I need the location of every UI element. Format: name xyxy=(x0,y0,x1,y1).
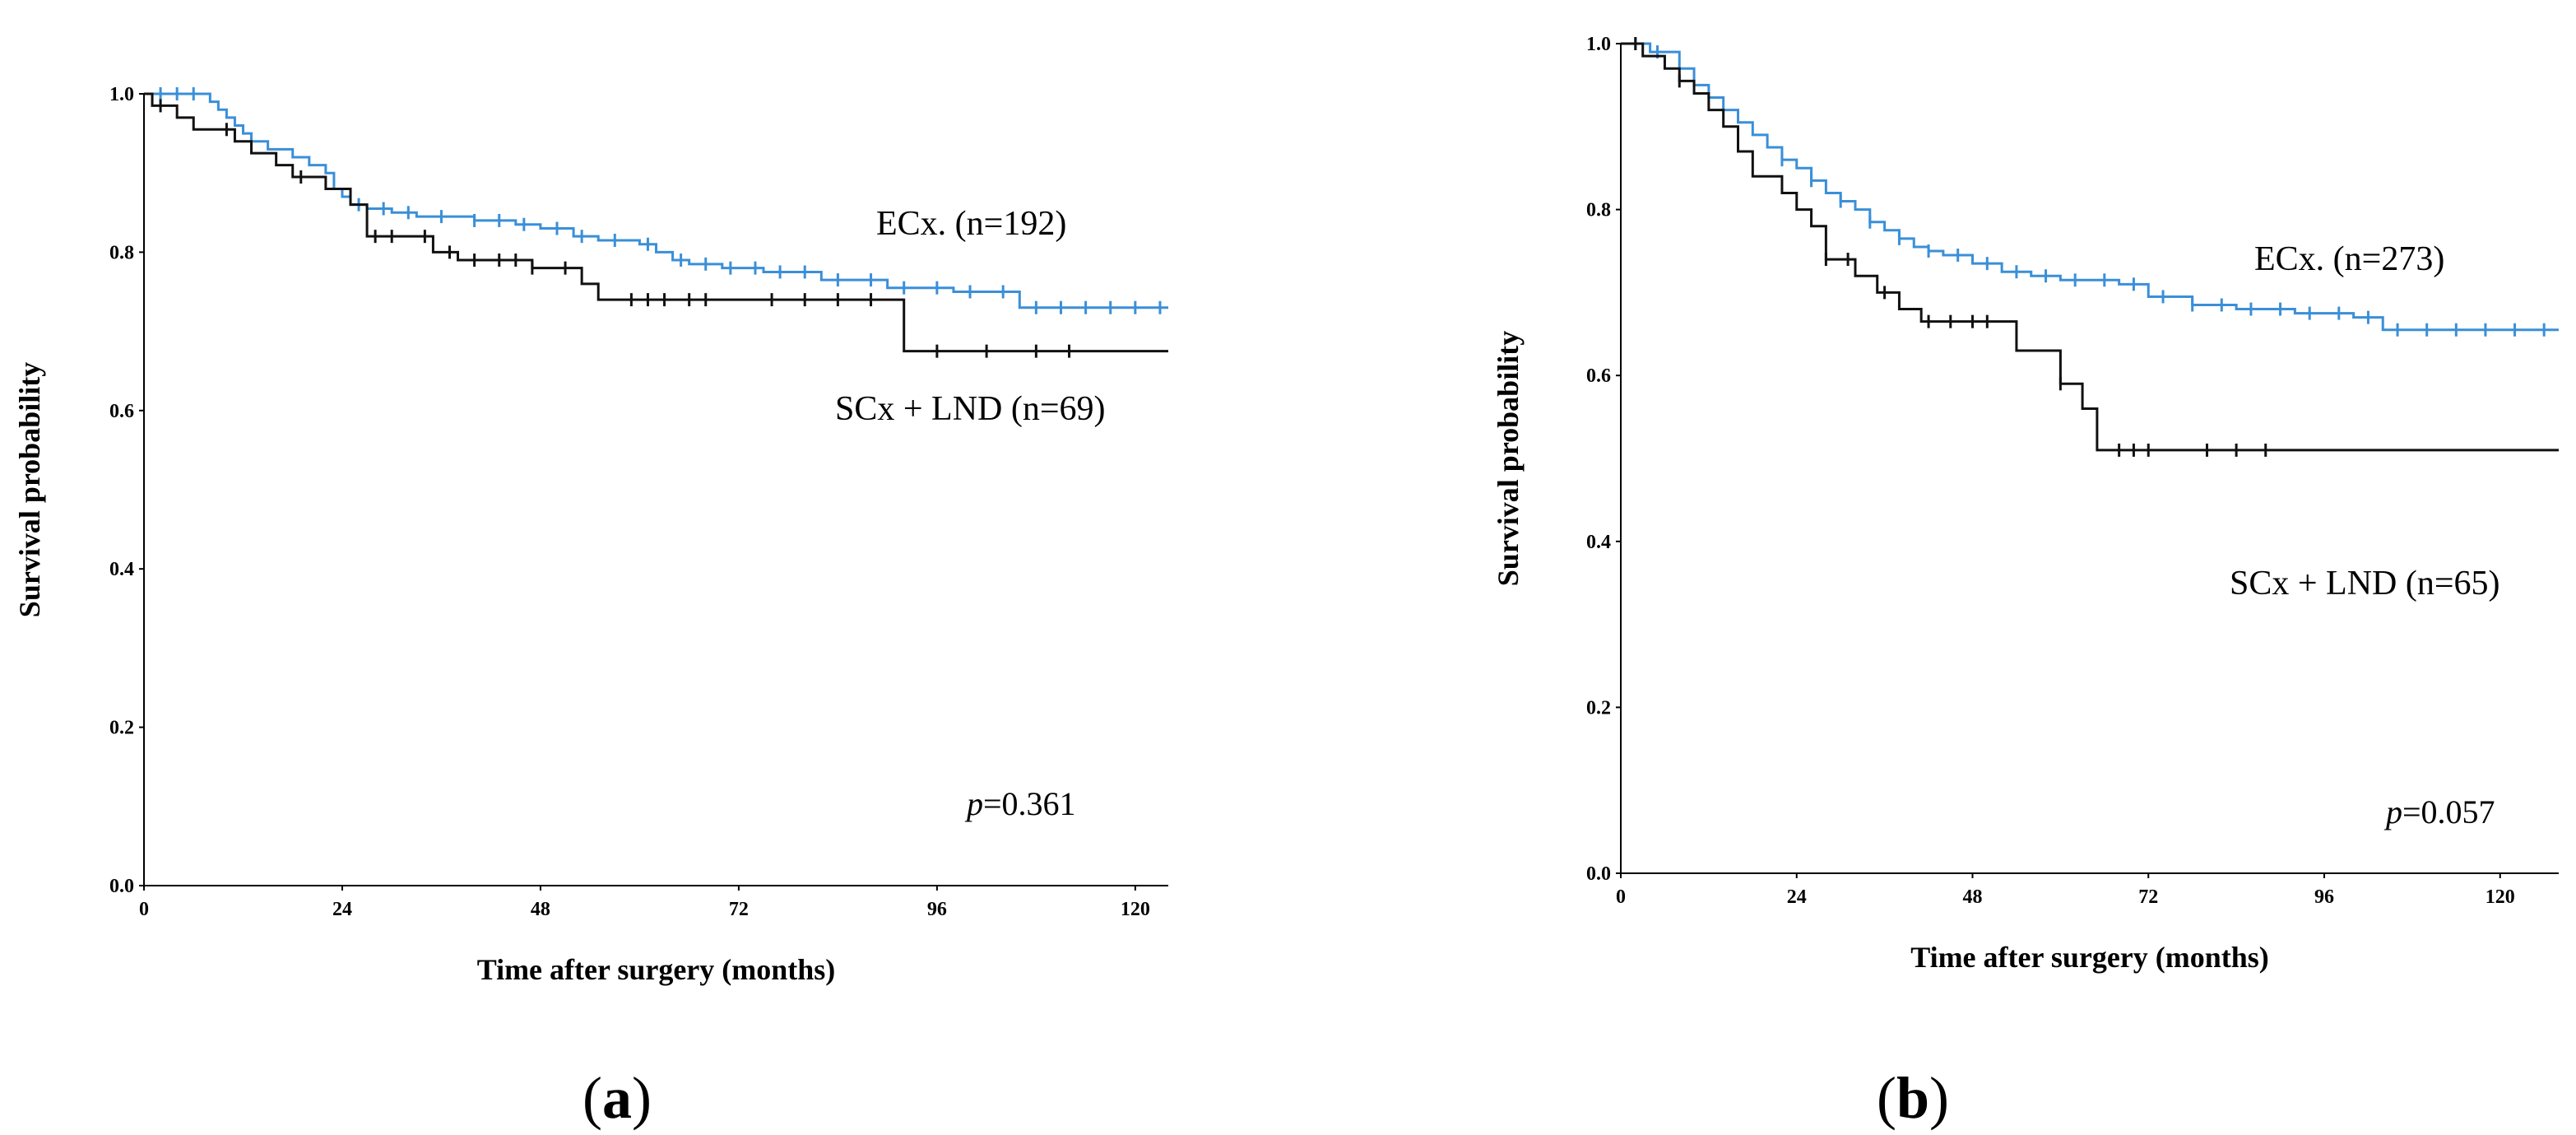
x-tick-label: 72 xyxy=(2138,886,2158,908)
y-tick-label: 0.6 xyxy=(109,401,134,422)
y-tick-label: 0.8 xyxy=(109,242,134,263)
x-tick-label: 120 xyxy=(1121,899,1150,920)
p-value-label: p=0.057 xyxy=(2383,793,2495,830)
y-tick-label: 0.0 xyxy=(109,876,134,897)
y-tick-label: 0.4 xyxy=(1586,532,1611,553)
y-tick-label: 0.6 xyxy=(1586,365,1611,387)
x-tick-label: 0 xyxy=(1616,886,1626,908)
p-value-label: p=0.361 xyxy=(964,785,1076,822)
panel-a-label: (a) xyxy=(583,1065,652,1131)
y-tick-label: 0.0 xyxy=(1586,863,1611,885)
km-curve-ecx xyxy=(144,92,1168,309)
km-curve-scx xyxy=(1621,42,2559,452)
x-tick-label: 72 xyxy=(729,899,749,920)
x-tick-label: 48 xyxy=(531,899,550,920)
y-tick-label: 0.4 xyxy=(109,559,134,580)
x-tick-label: 24 xyxy=(1787,886,1807,908)
y-tick-label: 1.0 xyxy=(109,84,134,105)
series-label-scx: SCx + LND (n=69) xyxy=(835,390,1106,428)
series-label-ecx: ECx. (n=273) xyxy=(2254,240,2444,278)
x-tick-label: 96 xyxy=(2314,886,2334,908)
y-tick-label: 1.0 xyxy=(1586,34,1611,55)
x-tick-label: 48 xyxy=(1963,886,1983,908)
km-curve-scx xyxy=(144,92,1168,353)
series-label-scx: SCx + LND (n=65) xyxy=(2230,565,2500,602)
y-tick-label: 0.2 xyxy=(1586,697,1611,719)
y-tick-label: 0.8 xyxy=(1586,200,1611,221)
panel-a: 0.0 0.2 0.4 0.6 0.8 1.0 0 24 48 72 96 120 Time after… xyxy=(13,84,1168,986)
km-curve-ecx xyxy=(1621,42,2559,332)
panel-b: 0.0 0.2 0.4 0.6 0.8 1.0 0 24 48 72 96 120 Time after… xyxy=(1492,34,2559,974)
y-tick-label: 0.2 xyxy=(109,718,134,739)
y-axis-title: Survival probability xyxy=(1492,331,1525,586)
x-tick-label: 96 xyxy=(927,899,947,920)
series-label-ecx: ECx. (n=192) xyxy=(876,205,1066,243)
x-tick-label: 120 xyxy=(2485,886,2515,908)
y-axis-title: Survival probability xyxy=(13,362,46,617)
x-tick-label: 24 xyxy=(332,899,352,920)
x-axis-title: Time after surgery (months) xyxy=(477,953,836,986)
x-tick-label: 0 xyxy=(139,899,149,920)
x-axis-title: Time after surgery (months) xyxy=(1910,941,2269,974)
panel-b-label: (b) xyxy=(1877,1065,1949,1131)
